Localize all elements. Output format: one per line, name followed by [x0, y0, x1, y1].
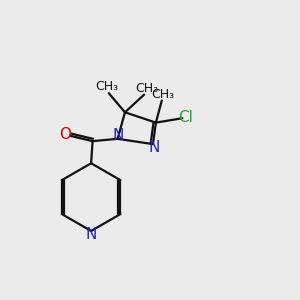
Text: N: N: [148, 140, 160, 155]
Text: O: O: [59, 128, 71, 142]
Text: N: N: [113, 128, 124, 143]
Text: CH₃: CH₃: [96, 80, 119, 93]
Text: CH₃: CH₃: [136, 82, 159, 95]
Text: N: N: [85, 227, 97, 242]
Text: CH₃: CH₃: [152, 88, 175, 100]
Text: Cl: Cl: [178, 110, 194, 125]
